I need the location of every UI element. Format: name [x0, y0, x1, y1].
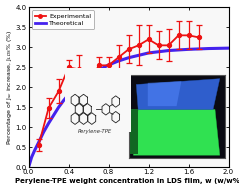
Y-axis label: Percentage of J$_{sc}$ increase, J$_{LDS}$% (%): Percentage of J$_{sc}$ increase, J$_{LDS… [5, 30, 14, 145]
Legend: Experimental, Theoretical: Experimental, Theoretical [32, 10, 94, 29]
X-axis label: Perylene-TPE weight concentration in LDS film, w (w/w%): Perylene-TPE weight concentration in LDS… [15, 178, 239, 184]
